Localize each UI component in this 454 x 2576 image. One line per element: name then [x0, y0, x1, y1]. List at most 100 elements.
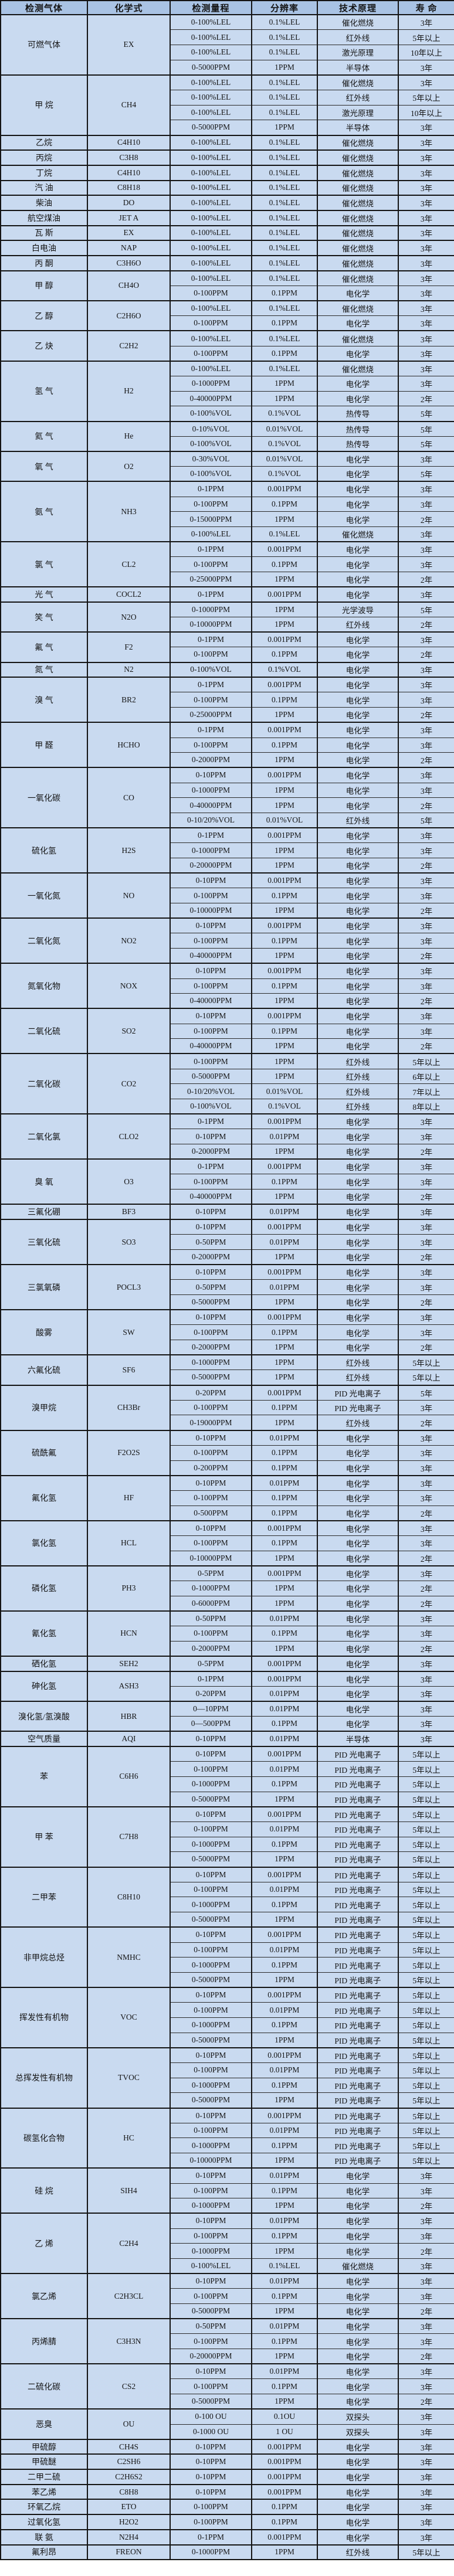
resolution-cell: 0.1PPM: [251, 1716, 317, 1732]
table-row: 0-1000PPM 0.1PPM PID 光电离子 5年以上: [1, 1836, 454, 1852]
principle-cell: 电化学: [317, 2318, 398, 2334]
table-row: 航空煤油 JET A 0-100%LEL 0.1%LEL 催化燃烧 3年: [0, 209, 454, 226]
resolution-cell: 0.01PPM: [251, 2002, 317, 2018]
table-row: 氯化氢 HCL 0-10PPM 0.001PPM 电化学 3年: [0, 1520, 454, 1566]
gas-name-cell: 二氧化氯: [0, 1113, 87, 1160]
resolution-cell: 0.01PPM: [251, 2318, 317, 2334]
range-cell: 0-10PPM: [170, 2047, 252, 2063]
table-row: 一氧化碳 CO 0-10PPM 0.001PPM 电化学 3年: [0, 767, 454, 828]
table-row: 0-2000PPM 1PPM 电化学 2年: [1, 752, 454, 768]
resolution-cell: 0.001PPM: [251, 541, 317, 557]
lifespan-cell: 2年: [398, 1340, 454, 1355]
resolution-cell: 0.1%LEL: [251, 195, 317, 210]
resolution-cell: 0.001PPM: [251, 631, 317, 647]
table-row: 一氧化氮 NO 0-10PPM 0.001PPM 电化学 3年: [0, 872, 454, 919]
lifespan-cell: 2年: [398, 2394, 454, 2410]
range-cell: 0-100PPM: [170, 1445, 252, 1460]
gas-name-cell: 氮氧化物: [0, 963, 87, 1009]
chemical-formula-cell: N2O: [87, 601, 170, 633]
principle-cell: 电化学: [317, 888, 398, 903]
range-cell: 0-100PPM: [170, 1535, 252, 1551]
table-row: 氯乙烯 C2H3CL 0-10PPM 0.01PPM 电化学 3年: [0, 2273, 454, 2319]
range-cell: 0-100%LEL: [170, 89, 252, 106]
lifespan-cell: 3年: [398, 1535, 454, 1551]
chemical-formula-cell: NO: [87, 872, 170, 919]
gas-name-cell: 氰化氢: [0, 1610, 87, 1656]
lifespan-cell: 2年: [398, 707, 454, 723]
lifespan-cell: 3年: [398, 315, 454, 331]
principle-cell: PID 光电离子: [317, 1987, 398, 2003]
resolution-cell: 0.01%VOL: [251, 812, 317, 828]
range-cell: 0-1000PPM: [170, 2544, 252, 2561]
table-row: 硅 烷 SIH4 0-10PPM 0.01PPM 电化学 3年: [0, 2167, 454, 2214]
lifespan-cell: 5年以上: [398, 2544, 454, 2561]
table-row: 总挥发性有机物 TVOC 0-10PPM 0.001PPM PID 光电离子 5年以上: [0, 2047, 454, 2108]
lifespan-cell: 3年: [398, 1174, 454, 1190]
lifespan-cell: 3年: [398, 2469, 454, 2485]
table-row: 0-10/20%VOL 0.01%VOL 红外线 5年: [1, 812, 454, 828]
table-row: 0-5000PPM 1PPM 红外线 6年以上: [1, 1068, 454, 1084]
range-cell: 0-5000PPM: [170, 1791, 252, 1807]
table-row: 0-2000PPM 1PPM 电化学 2年: [1, 1144, 454, 1160]
principle-cell: 电化学: [317, 2228, 398, 2244]
range-cell: 0-25000PPM: [170, 571, 252, 587]
resolution-cell: 0.01%VOL: [251, 420, 317, 437]
table-row: 二氧化碳 CO2 0-100PPM 1PPM 红外线 5年以上: [0, 1053, 454, 1114]
resolution-cell: 1PPM: [251, 1972, 317, 1988]
range-cell: 0-500PPM: [170, 1505, 252, 1521]
lifespan-cell: 5年: [398, 436, 454, 451]
table-row: 氟化氢 HF 0-10PPM 0.01PPM 电化学 3年: [0, 1474, 454, 1521]
gas-name-cell: 可燃气体: [0, 14, 87, 75]
range-cell: 0-5000PPM: [170, 2303, 252, 2319]
table-row: 0-100PPM 0.1PPM 电化学 3年: [1, 2378, 454, 2394]
range-cell: 0-100PPM: [170, 1881, 252, 1897]
chemical-formula-cell: O3: [87, 1158, 170, 1205]
lifespan-cell: 3年: [398, 586, 454, 602]
gas-name-cell: 乙 醇: [0, 300, 87, 331]
range-cell: 0-10PPM: [170, 2438, 252, 2455]
table-row: 0-15000PPM 1PPM 电化学 2年: [1, 511, 454, 527]
table-header-row: 检测气体 化学式 检测量程 分辨率 技术原理 寿 命: [0, 0, 454, 15]
principle-cell: 电化学: [317, 2288, 398, 2304]
range-cell: 0-100PPM: [170, 1324, 252, 1340]
principle-cell: 电化学: [317, 2273, 398, 2289]
table-row: 甲硫醇 CH4S 0-10PPM 0.001PPM 电化学 3年: [0, 2438, 454, 2455]
resolution-cell: 0.001PPM: [251, 1384, 317, 1401]
table-row: 氟 气 F2 0-1PPM 0.001PPM 电化学 3年: [0, 631, 454, 662]
principle-cell: 催化燃烧: [317, 2258, 398, 2274]
chemical-formula-cell: H2O2: [87, 2514, 170, 2530]
gas-name-cell: 乙 烯: [0, 2213, 87, 2274]
lifespan-cell: 5年以上: [398, 2047, 454, 2063]
table-row: 氨 气 NH3 0-1PPM 0.001PPM 电化学 3年: [0, 481, 454, 542]
range-cell: 0-1000PPM: [170, 2198, 252, 2214]
lifespan-cell: 5年: [398, 812, 454, 828]
lifespan-cell: 3年: [398, 782, 454, 798]
gas-name-cell: 非甲烷总烃: [0, 1926, 87, 1988]
range-cell: 0-20000PPM: [170, 2349, 252, 2364]
lifespan-cell: 3年: [398, 240, 454, 256]
resolution-cell: 0.001PPM: [251, 2483, 317, 2500]
resolution-cell: 0.1PPM: [251, 647, 317, 662]
resolution-cell: 0.1PPM: [251, 2378, 317, 2394]
resolution-cell: 0.001PPM: [251, 2453, 317, 2470]
range-cell: 0-100%LEL: [170, 526, 252, 542]
gas-name-cell: 三氧化硫: [0, 1218, 87, 1265]
principle-cell: 电化学: [317, 903, 398, 919]
resolution-cell: 0.1PPM: [251, 1505, 317, 1521]
table-row: 可燃气体 EX 0-100%LEL 0.1%LEL 催化燃烧 3年: [0, 14, 454, 75]
resolution-cell: 0.1%LEL: [251, 209, 317, 226]
resolution-cell: 0.001PPM: [251, 1520, 317, 1536]
range-cell: 0-1PPM: [170, 677, 252, 692]
range-cell: 0-1000PPM: [170, 842, 252, 858]
principle-cell: 电化学: [317, 285, 398, 301]
lifespan-cell: 5年以上: [398, 1926, 454, 1942]
gas-name-cell: 碳氢化合物: [0, 2107, 87, 2169]
lifespan-cell: 2年: [398, 617, 454, 633]
principle-cell: 电化学: [317, 2529, 398, 2545]
resolution-cell: 1PPM: [251, 2032, 317, 2048]
chemical-formula-cell: SW: [87, 1309, 170, 1355]
range-cell: 0-1000PPM: [170, 601, 252, 617]
gas-name-cell: 氟化氢: [0, 1474, 87, 1521]
table-row: 0-100%VOL 0.1%VOL 电化学 5年: [1, 466, 454, 482]
range-cell: 0-10PPM: [170, 1204, 252, 1219]
